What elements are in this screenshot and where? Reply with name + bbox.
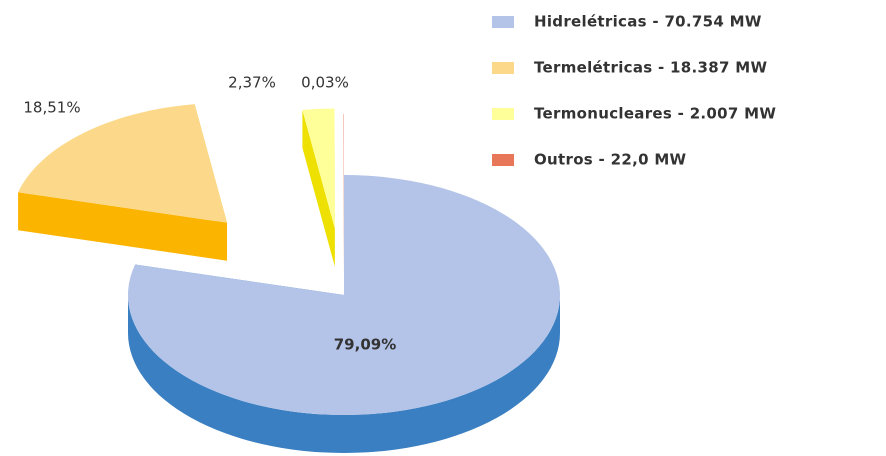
legend-label: Outros - 22,0 MW <box>534 151 687 169</box>
data-label: 18,51% <box>23 99 80 117</box>
data-label: 79,09% <box>334 336 396 354</box>
slice-top <box>302 108 335 229</box>
legend-swatch <box>492 154 514 166</box>
legend-label: Termelétricas - 18.387 MW <box>534 59 767 77</box>
slice-top <box>127 175 561 415</box>
slice <box>302 108 335 267</box>
legend-swatch <box>492 16 514 28</box>
slice <box>127 175 561 453</box>
slice-side <box>302 109 335 267</box>
slice <box>18 104 227 261</box>
legend-label: Hidrelétricas - 70.754 MW <box>534 13 762 31</box>
legend: Hidrelétricas - 70.754 MW Termelétricas -… <box>492 13 776 169</box>
legend-swatch <box>492 108 514 120</box>
legend-label: Termonucleares - 2.007 MW <box>534 105 776 123</box>
legend-swatch <box>492 62 514 74</box>
slice-wall <box>128 295 560 453</box>
data-label: 2,37% <box>228 74 276 92</box>
data-label: 0,03% <box>301 74 349 92</box>
slice-side <box>18 192 227 261</box>
slice-top <box>18 104 227 223</box>
